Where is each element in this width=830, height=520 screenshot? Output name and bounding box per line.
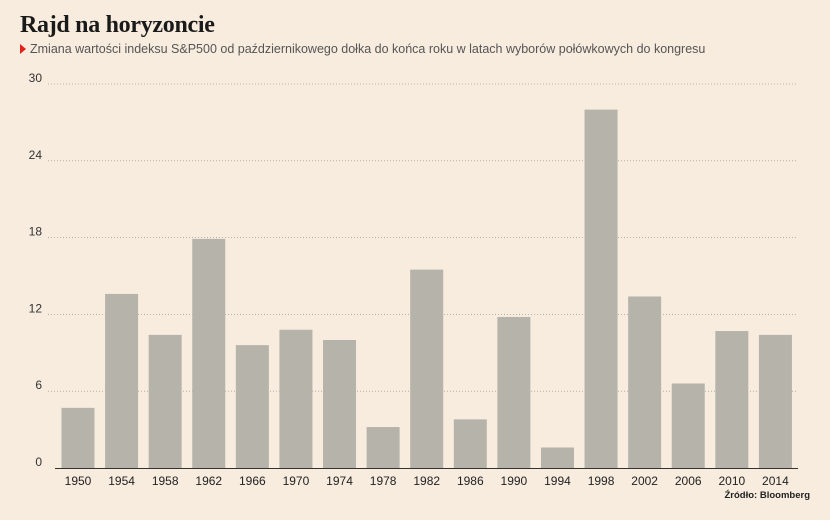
bar [235,345,269,468]
x-tick-label: 1978 [370,474,397,488]
bar [323,340,357,468]
bar [105,293,139,468]
bar [540,447,574,468]
x-tick-label: 1982 [413,474,440,488]
y-tick-label: 12 [29,301,43,315]
x-axis-labels: 1950 1954 1958 1962 1966 1970 1974 1978 1982 1986… [65,474,789,488]
bar [279,329,313,468]
x-tick-label: 1958 [152,474,179,488]
y-tick-label: 24 [29,148,43,162]
bar [497,316,531,468]
x-tick-label: 1994 [544,474,571,488]
bar [671,383,705,468]
x-tick-label: 1974 [326,474,353,488]
bar [758,334,792,468]
bar [192,238,226,468]
bar [148,334,182,468]
x-tick-label: 1998 [588,474,615,488]
y-tick-label: 30 [29,71,43,85]
y-axis-labels: 0 6 12 18 24 30 [29,71,43,469]
x-tick-label: 1962 [195,474,222,488]
chart-subtitle: Zmiana wartości indeksu S&P500 od paździ… [20,42,705,56]
x-tick-label: 1966 [239,474,266,488]
bar [584,109,618,468]
x-tick-label: 2010 [718,474,745,488]
y-tick-label: 6 [35,378,42,392]
chart-title: Rajd na horyzoncie [20,12,215,38]
x-tick-label: 1970 [283,474,310,488]
source-note: Źródło: Bloomberg [724,490,811,501]
subtitle-text: Zmiana wartości indeksu S&P500 od paździ… [30,42,706,56]
bars [61,109,792,468]
bar [628,296,662,468]
y-tick-label: 18 [29,225,43,239]
bar [410,269,444,468]
bar [715,331,749,468]
bar [453,419,487,468]
x-tick-label: 2006 [675,474,702,488]
x-tick-label: 2014 [762,474,789,488]
bar [61,407,95,468]
bar [366,427,400,468]
x-tick-label: 1954 [108,474,135,488]
triangle-marker-icon [20,44,26,54]
x-tick-label: 2002 [631,474,658,488]
x-tick-label: 1990 [501,474,528,488]
x-tick-label: 1986 [457,474,484,488]
x-tick-label: 1950 [65,474,92,488]
y-tick-label: 0 [35,455,42,469]
